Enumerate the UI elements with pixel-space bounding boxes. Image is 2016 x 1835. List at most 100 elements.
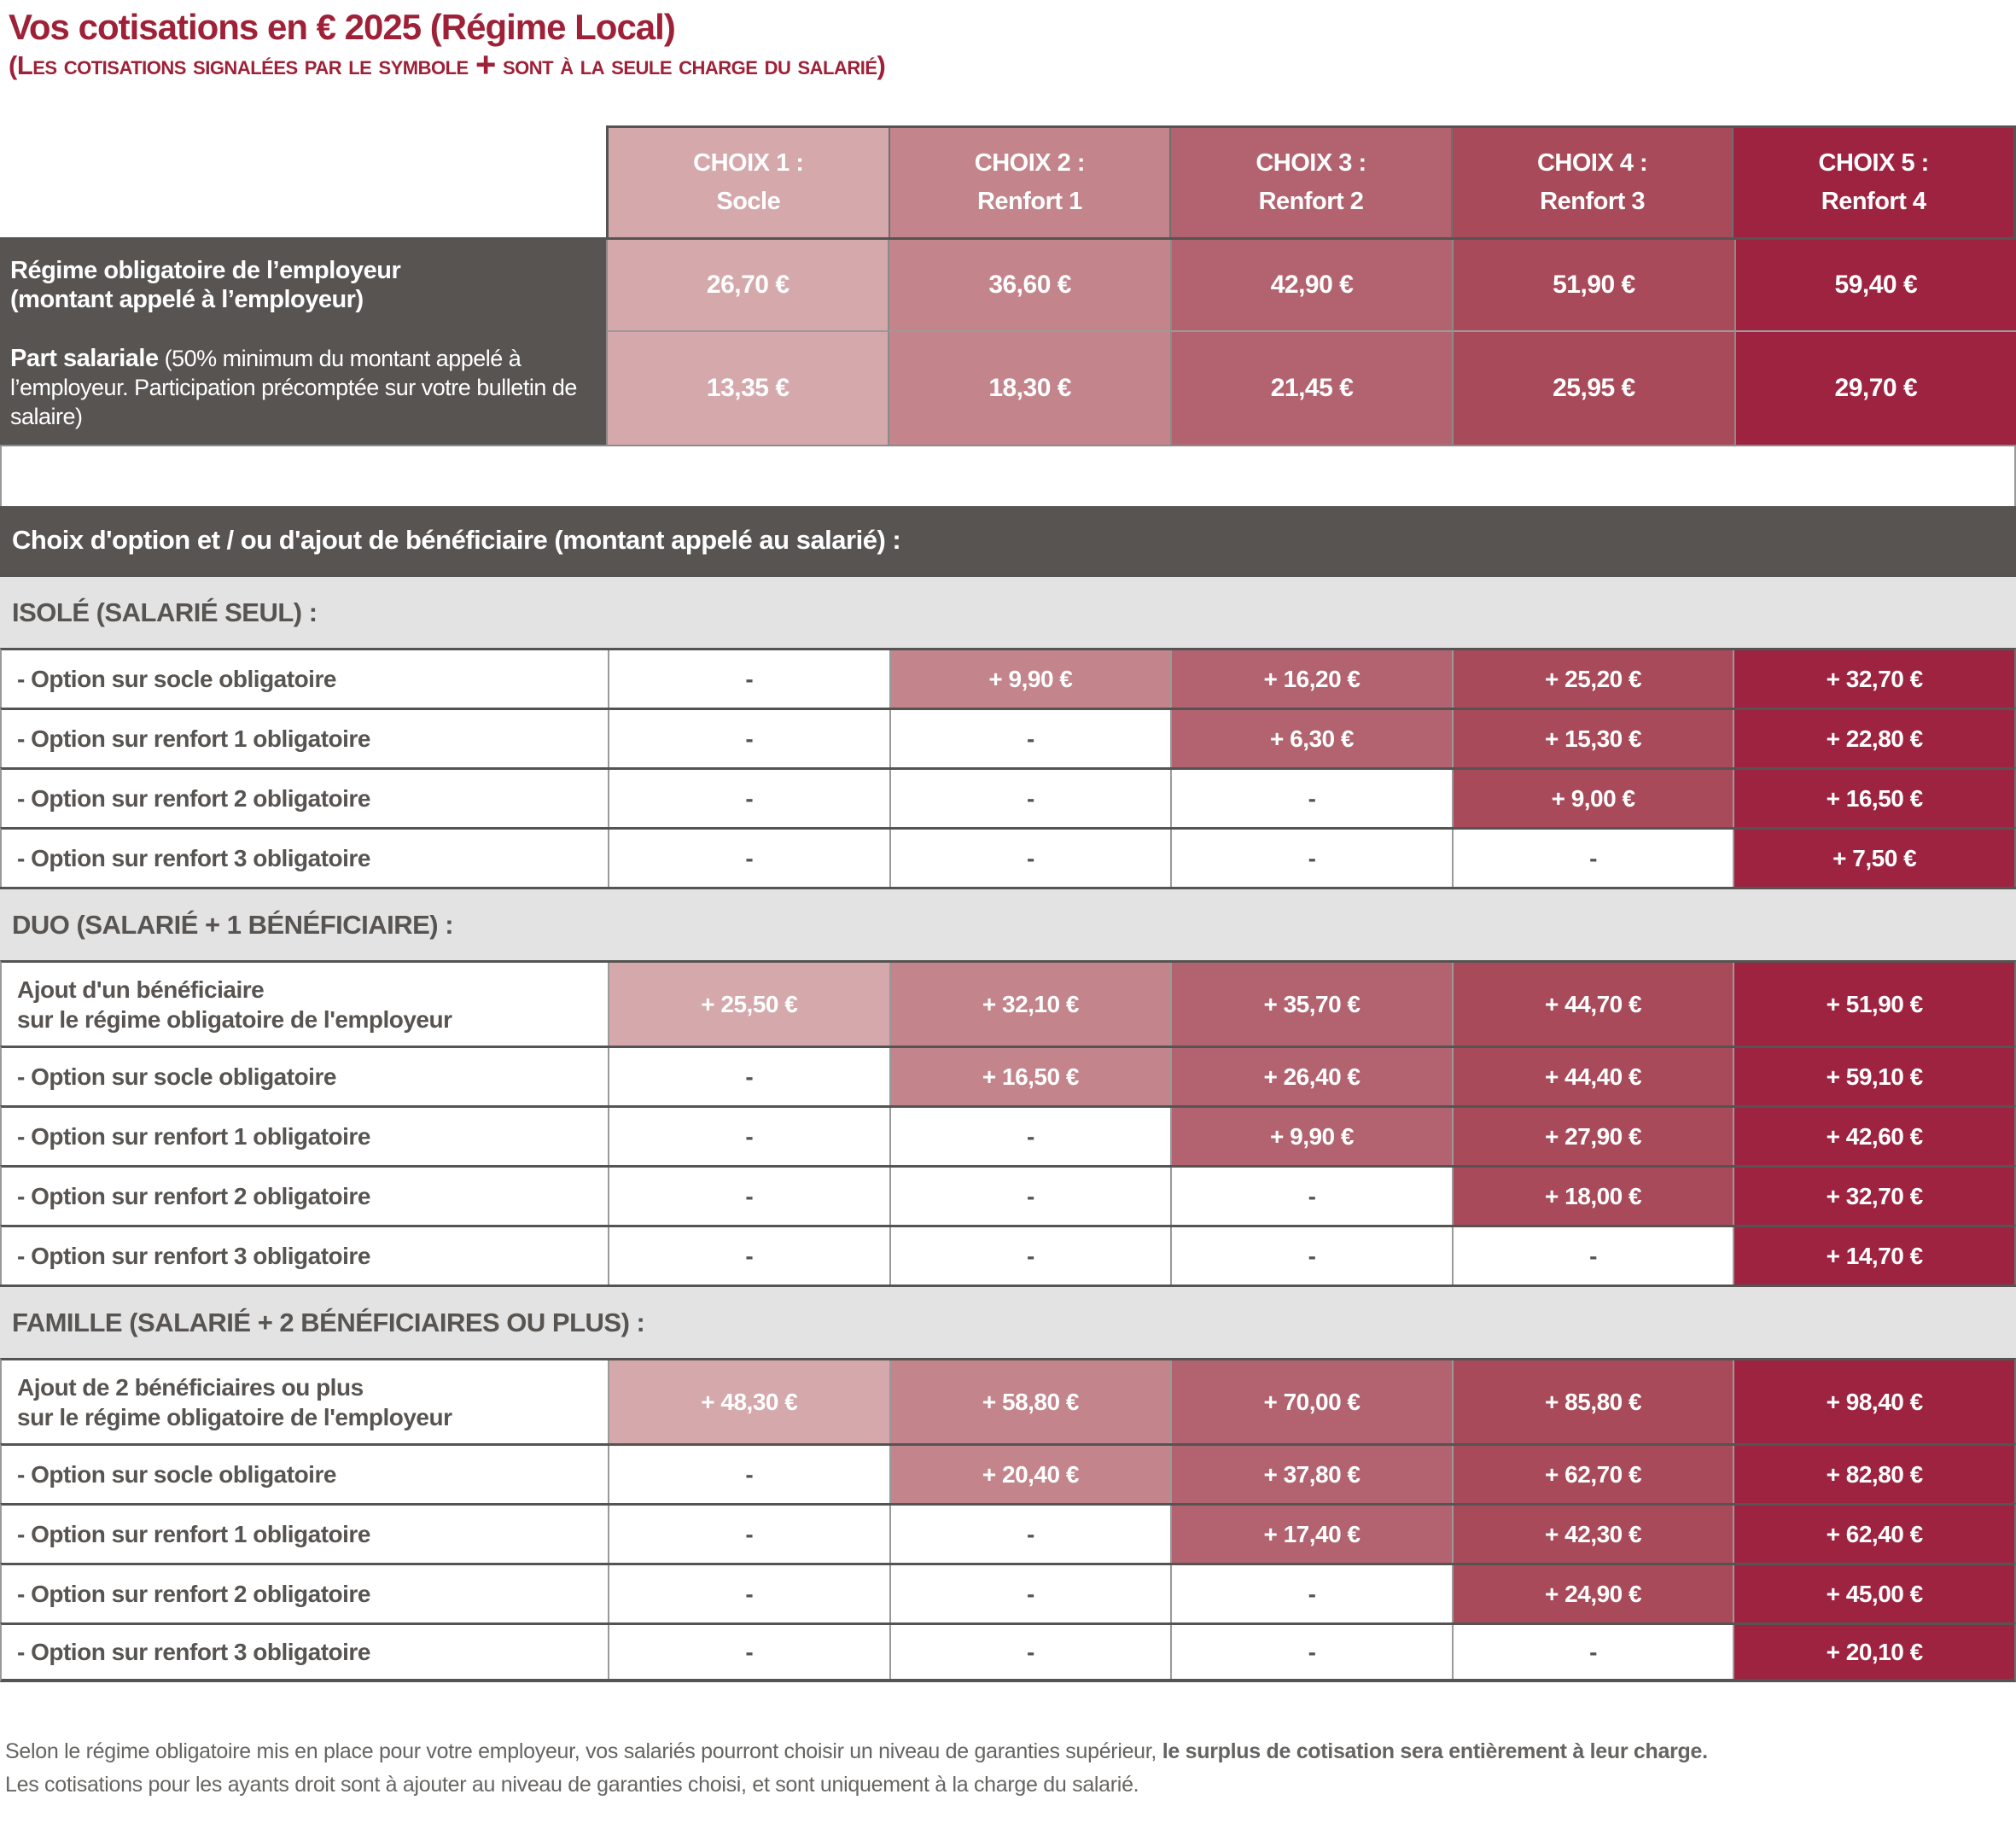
section-band: FAMILLE (SALARIÉ + 2 BÉNÉFICIAIRES OU PL…: [0, 1284, 2016, 1359]
row-label: - Option sur renfort 1 obligatoire: [2, 1506, 608, 1564]
dash-cell: -: [608, 1227, 889, 1285]
price-cell: + 45,00 €: [1733, 1565, 2014, 1623]
row-label-main: Régime obligatoire de l’employeur: [10, 256, 401, 284]
price-cell: + 51,90 €: [1733, 963, 2014, 1046]
dash-cell: -: [608, 650, 889, 708]
dash-cell: -: [608, 830, 889, 888]
price-cell: 25,95 €: [1452, 330, 1734, 446]
dash-cell: -: [608, 1625, 889, 1680]
price-cell: + 82,80 €: [1733, 1446, 2014, 1504]
row-label-line: sur le régime obligatoire de l'employeur: [17, 1005, 452, 1033]
dash-cell: -: [608, 1565, 889, 1623]
dash-cell: -: [608, 1506, 889, 1564]
dash-cell: -: [608, 770, 889, 828]
price-cell: + 27,90 €: [1451, 1108, 1733, 1166]
price-cell: + 70,00 €: [1170, 1360, 1452, 1444]
dash-cell: -: [889, 1108, 1171, 1166]
page-title: Vos cotisations en € 2025 (Régime Local): [9, 7, 676, 47]
row-label-text: Régime obligatoire de l’employeur (monta…: [10, 256, 592, 314]
row-label: - Option sur renfort 2 obligatoire: [2, 1168, 608, 1226]
price-cell: + 9,00 €: [1451, 770, 1733, 828]
price-cell: + 35,70 €: [1170, 963, 1452, 1046]
price-cell: + 37,80 €: [1170, 1446, 1452, 1504]
row-label: - Option sur renfort 3 obligatoire: [2, 1625, 608, 1680]
price-cell: 29,70 €: [1733, 330, 2016, 446]
column-header-line1: CHOIX 4 :: [1536, 149, 1648, 178]
page-subtitle: (Les cotisations signalées par le symbol…: [9, 47, 2016, 83]
footnote-line1-bold: le surplus de cotisation sera entièremen…: [1162, 1739, 1708, 1764]
price-cell: + 26,40 €: [1170, 1048, 1452, 1106]
column-headers: CHOIX 1 : Socle CHOIX 2 : Renfort 1 CHOIX 3 …: [606, 125, 2016, 238]
header-empty-corner: [0, 125, 606, 237]
option-row: - Option sur renfort 1 obligatoire - - + 6,…: [0, 708, 2016, 768]
row-label: - Option sur socle obligatoire: [2, 1446, 608, 1504]
dash-cell: -: [1170, 1565, 1452, 1623]
ajout-row: Ajout de 2 bénéficiaires ou plus sur le r…: [0, 1358, 2016, 1444]
subtitle-suffix: sont à la seule charge du salarié): [495, 50, 886, 81]
row-label: - Option sur socle obligatoire: [2, 1048, 608, 1106]
row-label-main: Part salariale: [10, 344, 159, 372]
option-row: - Option sur socle obligatoire - + 9,90 € +…: [0, 648, 2016, 708]
section-title: DUO (SALARIÉ + 1 BÉNÉFICIAIRE) :: [12, 909, 454, 940]
column-header-line2: Renfort 3: [1540, 188, 1645, 216]
option-row: - Option sur socle obligatoire - + 20,40 €…: [0, 1443, 2016, 1504]
option-row: - Option sur renfort 1 obligatoire - - + 9,…: [0, 1105, 2016, 1166]
price-cell: + 16,20 €: [1170, 650, 1452, 708]
dash-cell: -: [889, 1565, 1171, 1623]
column-header: CHOIX 3 : Renfort 2: [1169, 128, 1451, 238]
dash-cell: -: [1170, 1227, 1452, 1285]
footnote-line2: Les cotisations pour les ayants droit so…: [5, 1772, 1139, 1797]
dash-cell: -: [1170, 830, 1452, 888]
price-cell: + 62,70 €: [1451, 1446, 1733, 1504]
price-cell: + 18,00 €: [1451, 1168, 1733, 1226]
row-label: Part salariale (50% minimum du montant a…: [0, 330, 606, 446]
column-header: CHOIX 4 : Renfort 3: [1450, 128, 1733, 238]
plus-symbol: +: [475, 44, 497, 85]
row-label-line: Ajout d'un bénéficiaire: [17, 976, 265, 1003]
ajout-row: Ajout d'un bénéficiaire sur le régime obl…: [0, 960, 2016, 1046]
column-header-line1: CHOIX 1 :: [693, 149, 804, 178]
row-label: Régime obligatoire de l’employeur (monta…: [0, 240, 606, 331]
price-cell: 26,70 €: [606, 240, 889, 331]
row-label: - Option sur renfort 3 obligatoire: [2, 1227, 608, 1285]
dash-cell: -: [1451, 1625, 1733, 1680]
dash-cell: -: [608, 1108, 889, 1166]
price-cell: + 44,40 €: [1451, 1048, 1733, 1106]
price-cell: + 20,10 €: [1733, 1625, 2014, 1680]
option-row: - Option sur renfort 3 obligatoire - - - - + …: [0, 1225, 2016, 1285]
dash-cell: -: [1170, 1625, 1452, 1680]
dash-cell: -: [1451, 830, 1733, 888]
dash-cell: -: [889, 710, 1171, 768]
row-label: - Option sur renfort 2 obligatoire: [2, 1565, 608, 1623]
dash-cell: -: [1451, 1227, 1733, 1285]
row-label: - Option sur socle obligatoire: [2, 650, 608, 708]
price-cell: + 98,40 €: [1733, 1360, 2014, 1444]
section-title: ISOLÉ (SALARIÉ SEUL) :: [12, 597, 318, 627]
option-row: - Option sur renfort 2 obligatoire - - - + 2…: [0, 1563, 2016, 1623]
row-label-line: Ajout de 2 bénéficiaires ou plus: [17, 1373, 364, 1401]
price-cell: + 24,90 €: [1451, 1565, 1733, 1623]
price-cell: + 22,80 €: [1733, 710, 2014, 768]
choice-header-band: Choix d'option et / ou d'ajout de bénéfi…: [0, 506, 2016, 575]
price-cell: + 48,30 €: [608, 1360, 889, 1444]
dash-cell: -: [889, 1506, 1171, 1564]
row-label-sub: (50% minimum du montant appelé à l’emplo…: [10, 345, 577, 430]
row-label-text: Part salariale (50% minimum du montant a…: [10, 344, 592, 432]
dash-cell: -: [1170, 1168, 1452, 1226]
column-header: CHOIX 2 : Renfort 1: [888, 128, 1170, 238]
row-label: Ajout de 2 bénéficiaires ou plus sur le r…: [2, 1360, 608, 1444]
section-band: DUO (SALARIÉ + 1 BÉNÉFICIAIRE) :: [0, 887, 2016, 961]
price-cell: + 32,70 €: [1733, 1168, 2014, 1226]
section-title: FAMILLE (SALARIÉ + 2 BÉNÉFICIAIRES OU PL…: [12, 1307, 645, 1337]
employer-row: Régime obligatoire de l’employeur (monta…: [0, 237, 2016, 331]
price-cell: + 16,50 €: [889, 1048, 1171, 1106]
employer-rows: Régime obligatoire de l’employeur (monta…: [0, 237, 2016, 447]
price-cell: 13,35 €: [606, 330, 889, 446]
price-cell: + 85,80 €: [1451, 1360, 1733, 1444]
choice-header-label: Choix d'option et / ou d'ajout de bénéfi…: [12, 525, 901, 556]
section-band: ISOLÉ (SALARIÉ SEUL) :: [0, 574, 2016, 649]
footnote: Selon le régime obligatoire mis en place…: [0, 1735, 2016, 1802]
price-cell: + 25,20 €: [1451, 650, 1733, 708]
price-cell: + 42,30 €: [1451, 1506, 1733, 1564]
